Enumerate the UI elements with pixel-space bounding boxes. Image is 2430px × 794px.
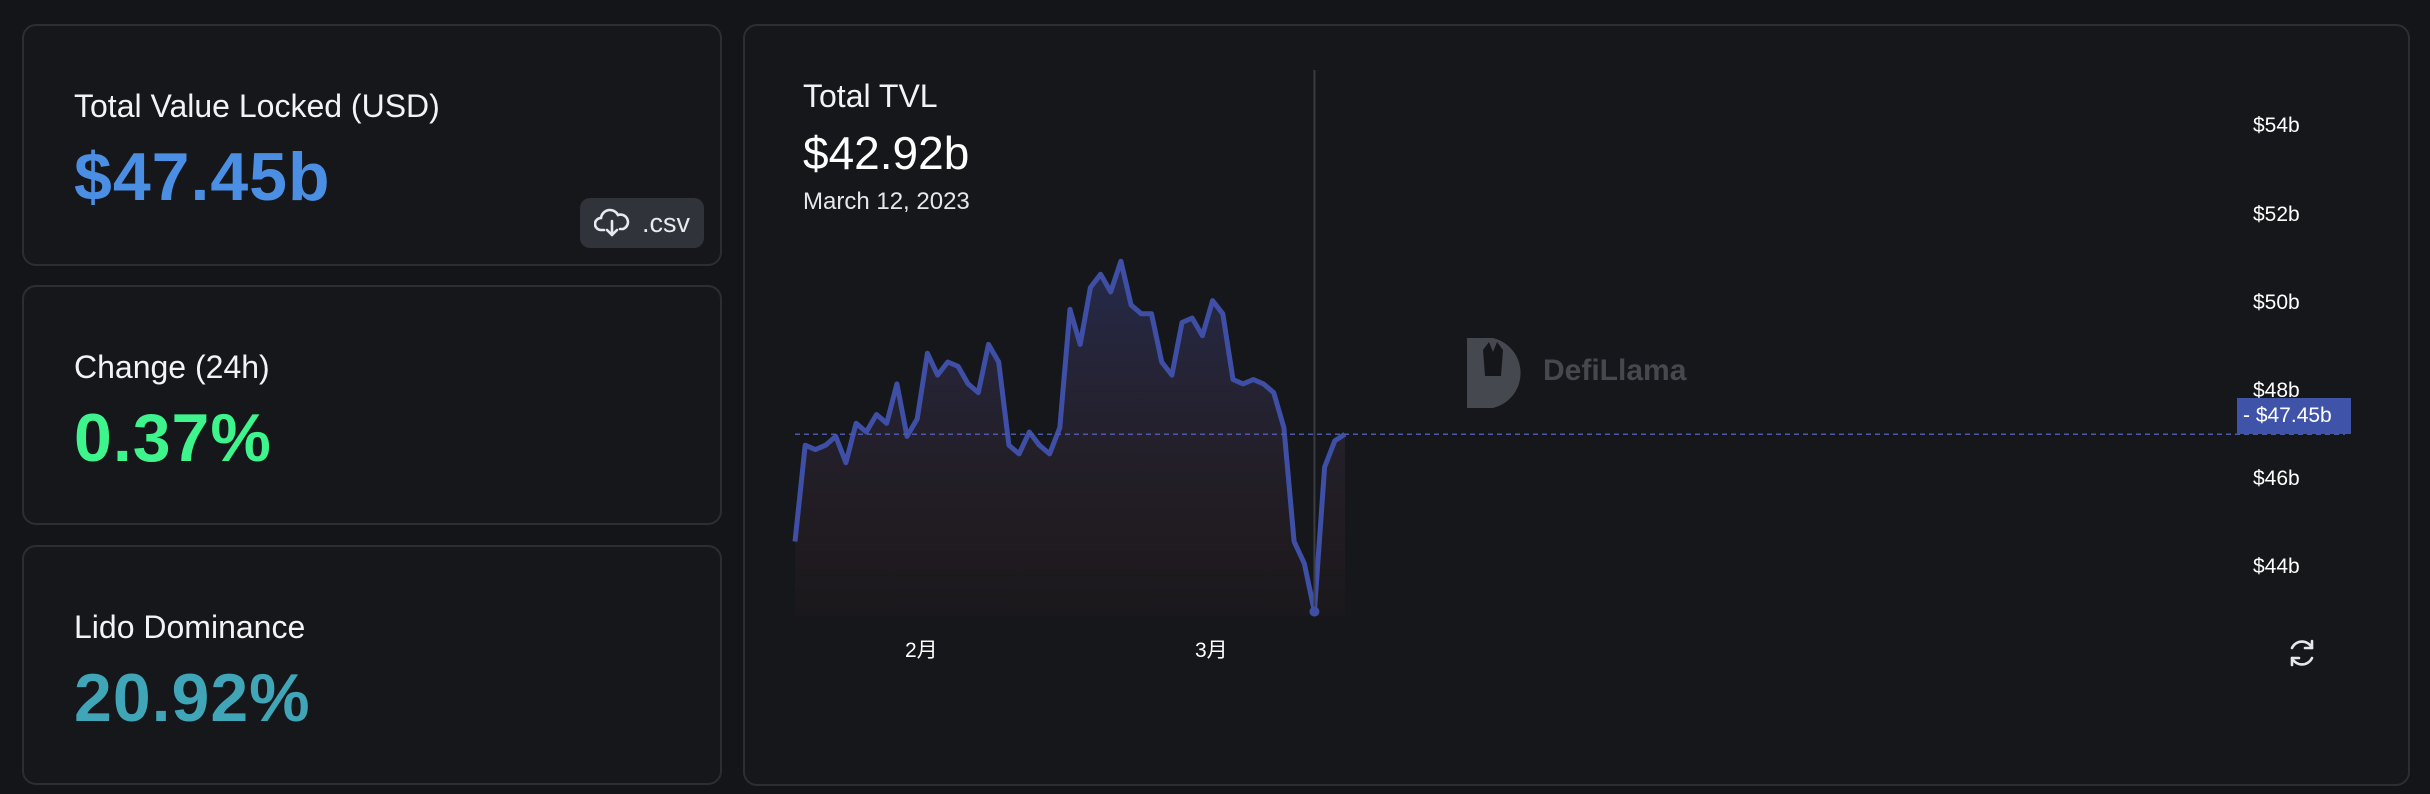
llama-logo-icon [1467, 338, 1521, 408]
y-tick-52: $52b [2253, 203, 2300, 226]
x-tick-feb: 2月 [905, 639, 938, 662]
tvl-series-line [792, 258, 1347, 615]
chart-hover-date: March 12, 2023 [803, 188, 970, 215]
tvl-card: Total Value Locked (USD) $47.45b .csv [22, 24, 722, 266]
cloud-download-icon [593, 208, 630, 237]
y-tick-44: $44b [2253, 555, 2300, 578]
refresh-icon[interactable] [2285, 636, 2319, 670]
tvl-area-fill [795, 261, 1345, 616]
chart-title: Total TVL [803, 78, 938, 114]
dominance-value: 20.92% [74, 660, 311, 736]
change-label: Change (24h) [74, 349, 270, 385]
tvl-value: $47.45b [74, 139, 331, 215]
y-tick-46: $46b [2253, 467, 2300, 490]
y-tick-54: $54b [2253, 114, 2300, 137]
csv-label: .csv [641, 207, 690, 238]
chart-hover-value: $42.92b [803, 127, 970, 179]
change-card: Change (24h) 0.37% [22, 285, 722, 525]
defillama-watermark: DefiLlama [1459, 332, 1686, 410]
x-tick-mar: 3月 [1195, 639, 1228, 662]
current-value-tag: - $47.45b [2237, 398, 2351, 434]
watermark-text: DefiLlama [1543, 354, 1687, 387]
dominance-label: Lido Dominance [74, 609, 306, 645]
download-csv-button[interactable]: .csv [580, 198, 704, 248]
change-value: 0.37% [74, 400, 272, 476]
dominance-card: Lido Dominance 20.92% [22, 545, 722, 785]
tvl-chart-panel: Total TVL $42.92b March 12, 2023 DefiLla… [743, 24, 2410, 786]
tvl-label: Total Value Locked (USD) [74, 88, 440, 124]
y-tick-50: $50b [2253, 291, 2300, 314]
y-tick-48: $48b [2253, 379, 2300, 402]
tvl-area-chart[interactable] [745, 26, 2412, 788]
hover-point [1309, 606, 1320, 617]
